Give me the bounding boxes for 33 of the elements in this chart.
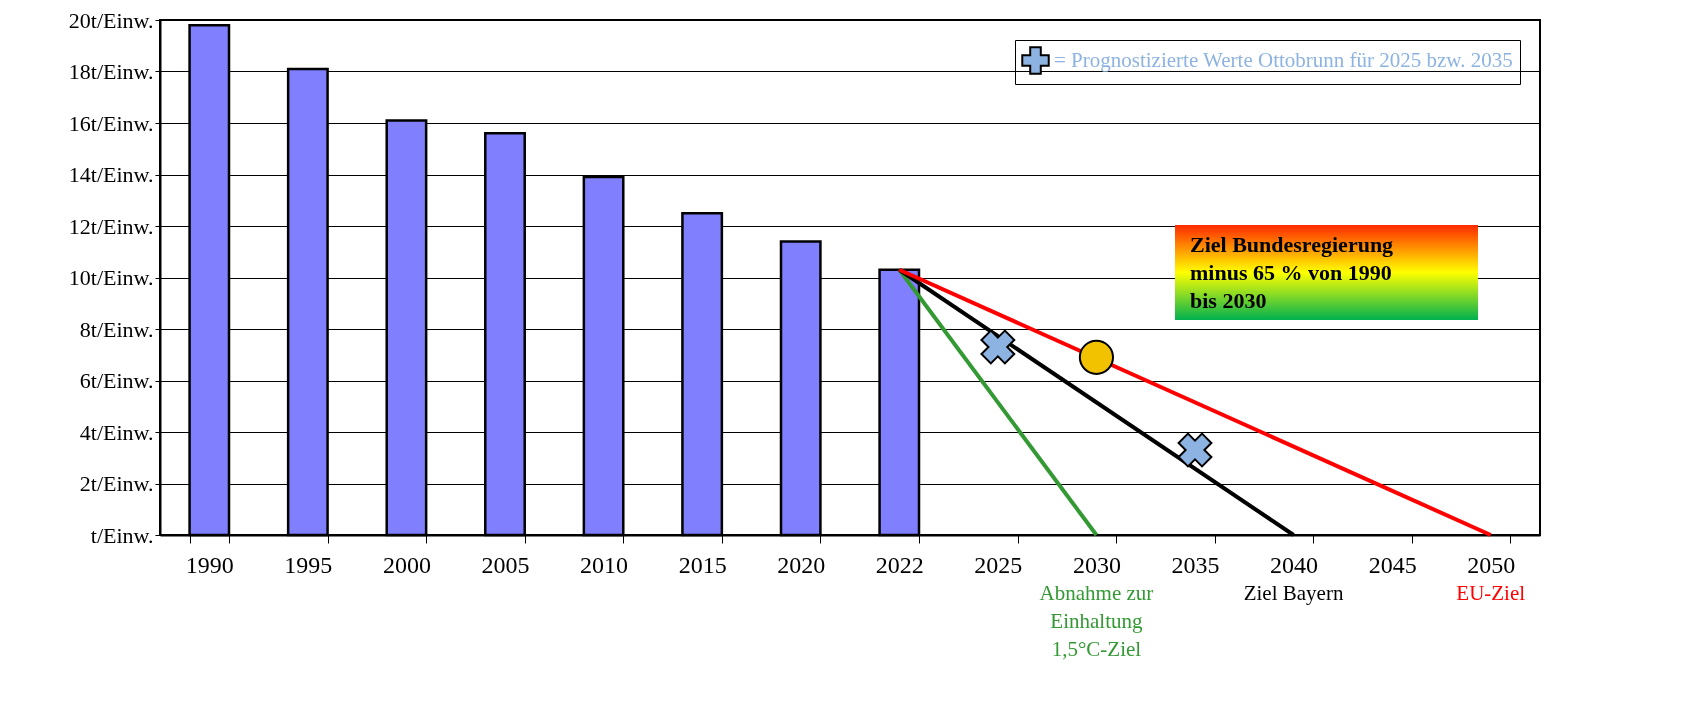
text: Abnahme zur Einhaltung 1,5°C-Ziel <box>1039 581 1154 661</box>
annotation: Ziel Bundesregierung minus 65 % von 1990 bis 2030 <box>1190 232 1394 313</box>
text: EU-Ziel <box>1456 581 1526 605</box>
legend-label: = Prognostizierte Werte Ottobrunn für 2025 bzw. 2035 <box>1054 47 1513 72</box>
x-tick-label: 2010 <box>580 551 629 578</box>
x-tick-label: 2030 <box>1072 551 1121 578</box>
x-tick-label: 2025 <box>974 551 1023 578</box>
y-tick-label: 18t/Einw. <box>68 59 154 84</box>
x-tick-label: 2015 <box>678 551 727 578</box>
y-tick-label: 4t/Einw. <box>79 419 154 445</box>
x-tick-label: 2022 <box>875 551 924 578</box>
x-tick-label: 2000 <box>382 551 431 578</box>
x-tick-label: 2020 <box>777 551 826 578</box>
text: Ziel Bayern <box>1243 581 1344 605</box>
x-tick-label: 1990 <box>185 551 234 578</box>
y-tick-label: 12t/Einw. <box>68 213 154 239</box>
y-tick-label: 2t/Einw. <box>79 471 154 496</box>
x-tick-label: 1995 <box>284 551 333 578</box>
y-tick-label: 6t/Einw. <box>79 368 154 393</box>
point <box>1078 339 1115 375</box>
x-tick-label: 2040 <box>1270 551 1319 578</box>
y-tick-label: t/Einw. <box>90 522 154 548</box>
y-tick-label: 14t/Einw. <box>68 162 154 187</box>
y-tick-label: 10t/Einw. <box>68 265 154 290</box>
x-tick-label: 2045 <box>1368 551 1417 578</box>
y-tick-label: 20t/Einw. <box>68 7 154 33</box>
x-tick-label: 2050 <box>1467 551 1516 578</box>
point <box>1177 432 1213 468</box>
point <box>980 329 1016 365</box>
y-tick-label: 16t/Einw. <box>68 110 154 136</box>
x-tick-label: 2035 <box>1171 551 1220 578</box>
x-tick-label: 2005 <box>481 551 530 578</box>
y-tick-label: 8t/Einw. <box>79 316 154 342</box>
